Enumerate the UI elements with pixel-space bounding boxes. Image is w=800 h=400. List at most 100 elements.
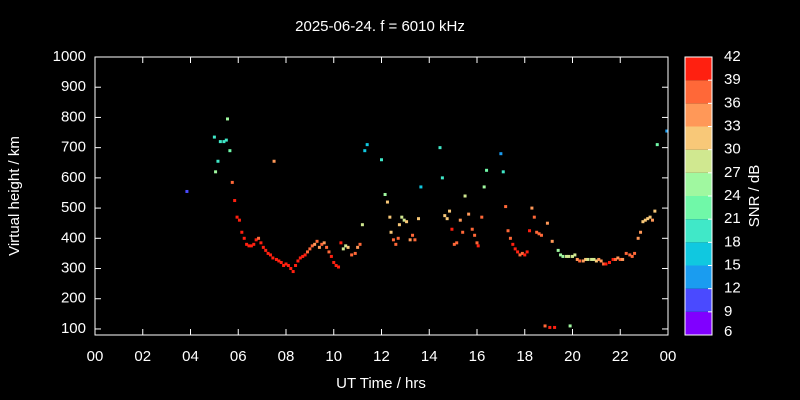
point <box>305 250 309 254</box>
point <box>578 259 582 263</box>
colorbar-band <box>685 57 712 81</box>
y-tick-label: 900 <box>61 78 86 95</box>
point <box>584 257 588 261</box>
point <box>455 241 459 245</box>
y-tick-label: 300 <box>61 259 86 276</box>
colorbar-tick-label: 12 <box>724 280 741 297</box>
point <box>636 236 640 240</box>
point <box>594 259 598 263</box>
point <box>296 259 300 263</box>
point <box>611 257 615 261</box>
colorbar-band <box>685 103 712 127</box>
point <box>298 256 302 260</box>
point <box>235 215 239 219</box>
point <box>341 247 345 251</box>
point <box>485 168 489 172</box>
point <box>233 199 237 203</box>
point <box>499 152 503 156</box>
point <box>559 253 563 257</box>
point <box>419 185 423 189</box>
point <box>575 257 579 261</box>
point <box>482 185 486 189</box>
point <box>613 257 617 261</box>
point <box>608 260 612 264</box>
colorbar-tick-label: 6 <box>724 323 732 340</box>
point <box>413 238 417 242</box>
colorbar-band <box>685 80 712 104</box>
point <box>653 209 657 213</box>
point <box>450 227 454 231</box>
point <box>633 251 637 255</box>
colorbar-band <box>685 172 712 196</box>
colorbar-band <box>685 242 712 266</box>
point <box>621 257 625 261</box>
colorbar-tick-label: 39 <box>724 71 741 88</box>
point <box>346 245 350 249</box>
x-tick-label: 18 <box>516 348 533 365</box>
point <box>212 135 216 139</box>
point <box>581 259 585 263</box>
point <box>274 257 278 261</box>
point <box>259 241 263 245</box>
point <box>411 233 415 237</box>
point <box>553 325 557 329</box>
point <box>448 209 452 213</box>
point <box>543 324 547 328</box>
colorbar-tick-label: 9 <box>724 303 732 320</box>
colorbar-tick-label: 33 <box>724 117 741 134</box>
point <box>334 264 338 267</box>
point <box>525 250 529 254</box>
point <box>480 215 484 219</box>
point <box>272 159 276 163</box>
point <box>254 238 258 242</box>
point <box>458 218 462 222</box>
colorbar-band <box>685 149 712 173</box>
point <box>320 242 324 246</box>
point <box>461 230 465 234</box>
point <box>567 254 571 258</box>
colorbar-band <box>685 196 712 220</box>
point <box>245 242 249 246</box>
point <box>535 230 539 234</box>
point <box>249 244 253 248</box>
point <box>504 205 508 209</box>
point <box>408 238 412 242</box>
colorbar-label: SNR / dB <box>746 165 763 228</box>
colorbar-tick-label: 24 <box>724 187 741 204</box>
x-tick-label: 02 <box>134 348 151 365</box>
colorbar-band <box>685 265 712 289</box>
point <box>214 170 218 174</box>
point <box>226 117 230 121</box>
point <box>516 250 520 254</box>
point <box>365 143 369 147</box>
point <box>604 262 608 266</box>
point <box>467 212 471 216</box>
point <box>284 262 288 266</box>
point <box>639 230 643 234</box>
point <box>277 259 281 263</box>
point <box>388 215 392 219</box>
x-tick-label: 00 <box>87 348 104 365</box>
point <box>599 259 603 263</box>
x-tick-label: 06 <box>230 348 247 365</box>
colorbar-band <box>685 126 712 150</box>
point <box>396 236 400 240</box>
point <box>218 140 222 144</box>
point <box>561 254 565 258</box>
point <box>532 215 536 219</box>
point <box>417 217 421 221</box>
point <box>268 253 272 257</box>
point <box>618 257 622 261</box>
x-tick-label: 16 <box>469 348 486 365</box>
point <box>322 241 326 245</box>
point <box>222 140 226 144</box>
point <box>571 254 574 258</box>
point <box>597 257 601 261</box>
point <box>568 324 572 328</box>
point <box>643 218 647 222</box>
point <box>264 248 268 252</box>
point <box>537 232 541 236</box>
point <box>592 257 596 261</box>
point <box>240 230 244 234</box>
point <box>242 236 246 240</box>
